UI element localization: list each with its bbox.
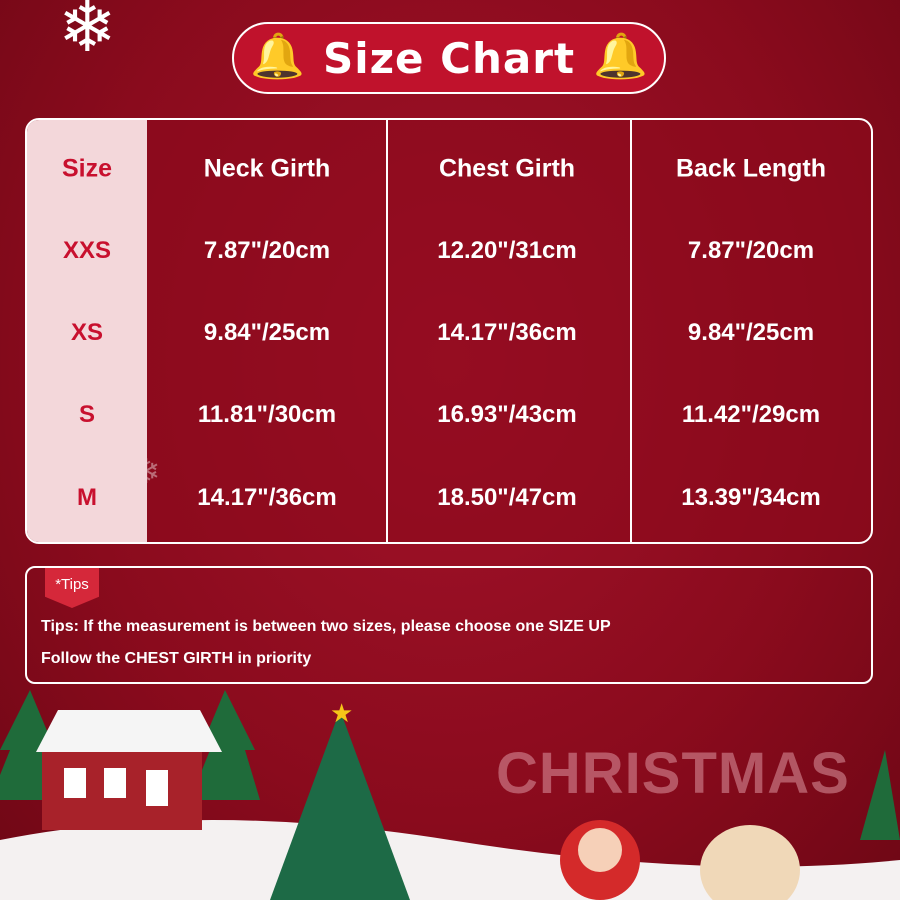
measurement-cell: 12.20"/31cm [437, 237, 577, 264]
size-label: S [78, 401, 95, 428]
page-title: Size Chart [322, 33, 576, 83]
bell-icon: 🔔 [250, 32, 305, 81]
column-header: Back Length [675, 154, 827, 183]
measurement-cell: 18.50"/47cm [437, 484, 577, 511]
size-label: XS [70, 319, 103, 346]
size-table: Size Neck Girth Chest Girth Back Length XXS 7… [25, 118, 873, 544]
measurement-cell: 9.84"/25cm [687, 319, 815, 346]
christmas-text: CHRISTMAS [496, 741, 850, 806]
tips-tag: *Tips [45, 568, 99, 608]
column-header: Size [61, 154, 113, 183]
svg-text:★: ★ [330, 698, 353, 728]
column-header: Neck Girth [203, 154, 331, 183]
measurement-cell: 9.84"/25cm [203, 319, 331, 346]
christmas-scene: ★ [0, 690, 900, 900]
bell-icon: 🔔 [593, 32, 648, 81]
measurement-cell: 16.93"/43cm [437, 401, 577, 428]
measurement-cell: 14.17"/36cm [197, 484, 337, 511]
tips-box: *Tips Tips: If the measurement is betwee… [25, 566, 873, 684]
measurement-cell: 7.87"/20cm [203, 237, 331, 264]
measurement-cell: 14.17"/36cm [437, 319, 577, 346]
measurement-cell: 11.42"/29cm [681, 401, 821, 428]
measurement-cell: 13.39"/34cm [681, 484, 821, 511]
size-label: XXS [62, 237, 112, 264]
tip-line: Tips: If the measurement is between two … [41, 618, 611, 635]
column-header: Chest Girth [438, 154, 576, 183]
snowflake-icon: ❄ [58, 0, 117, 66]
divider [630, 120, 632, 542]
title-banner: 🔔 Size Chart 🔔 [232, 22, 666, 94]
size-label: M [77, 484, 97, 511]
tip-line: Follow the CHEST GIRTH in priority [41, 650, 312, 667]
size-column [27, 120, 147, 542]
divider [386, 120, 388, 542]
measurement-cell: 7.87"/20cm [687, 237, 815, 264]
measurement-cell: 11.81"/30cm [197, 401, 337, 428]
